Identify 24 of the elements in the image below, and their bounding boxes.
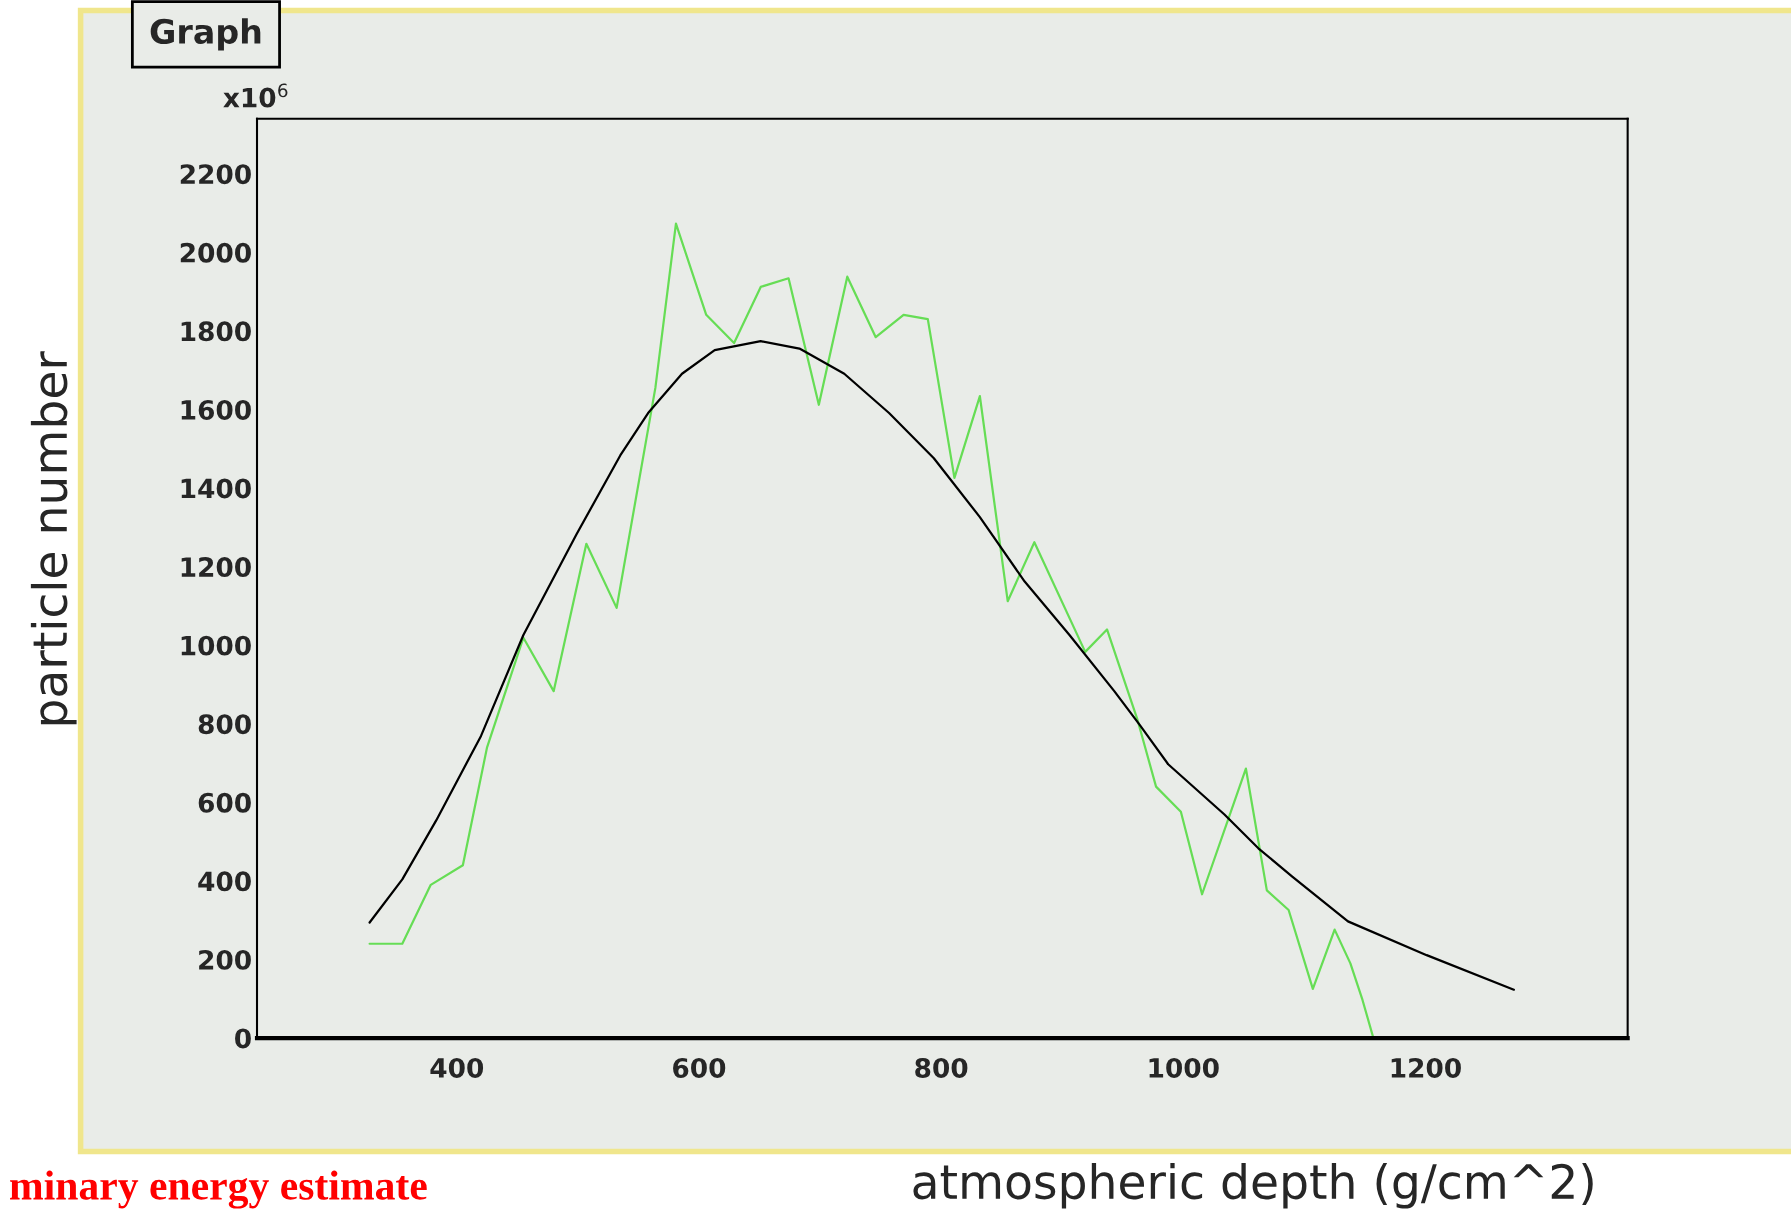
- y-axis-title: particle number: [30, 351, 77, 725]
- x-tick-label: 1000: [1149, 1057, 1219, 1078]
- line-series: [368, 340, 1515, 991]
- y-tick-label: 1200: [181, 557, 251, 578]
- y-tick-label: 800: [198, 714, 251, 735]
- x-tick-label: 600: [673, 1057, 726, 1078]
- y-tick-label: 600: [198, 792, 251, 813]
- y-tick-label: 0: [235, 1028, 251, 1049]
- y-tick-label: 400: [198, 871, 251, 892]
- x-tick-label: 800: [915, 1057, 968, 1078]
- x-tick-label: 400: [430, 1057, 484, 1078]
- y-tick-label: 2000: [180, 242, 251, 263]
- y-tick-label: 1000: [181, 635, 251, 656]
- text: x10$^{6}$: [223, 83, 288, 108]
- chart-title: Graph: [150, 18, 261, 51]
- x-axis-title: atmospheric depth (g/cm^2): [913, 1162, 1593, 1209]
- text: minary energy estimate: [10, 1170, 427, 1209]
- y-tick-label: 1600: [181, 399, 251, 420]
- line-series: [368, 222, 1375, 1039]
- x-tick-label: 1200: [1391, 1057, 1461, 1078]
- y-tick-label: 1800: [181, 321, 251, 342]
- y-tick-label: 1400: [181, 478, 251, 499]
- y-tick-label: 2200: [180, 164, 251, 185]
- y-tick-label: 200: [199, 949, 251, 970]
